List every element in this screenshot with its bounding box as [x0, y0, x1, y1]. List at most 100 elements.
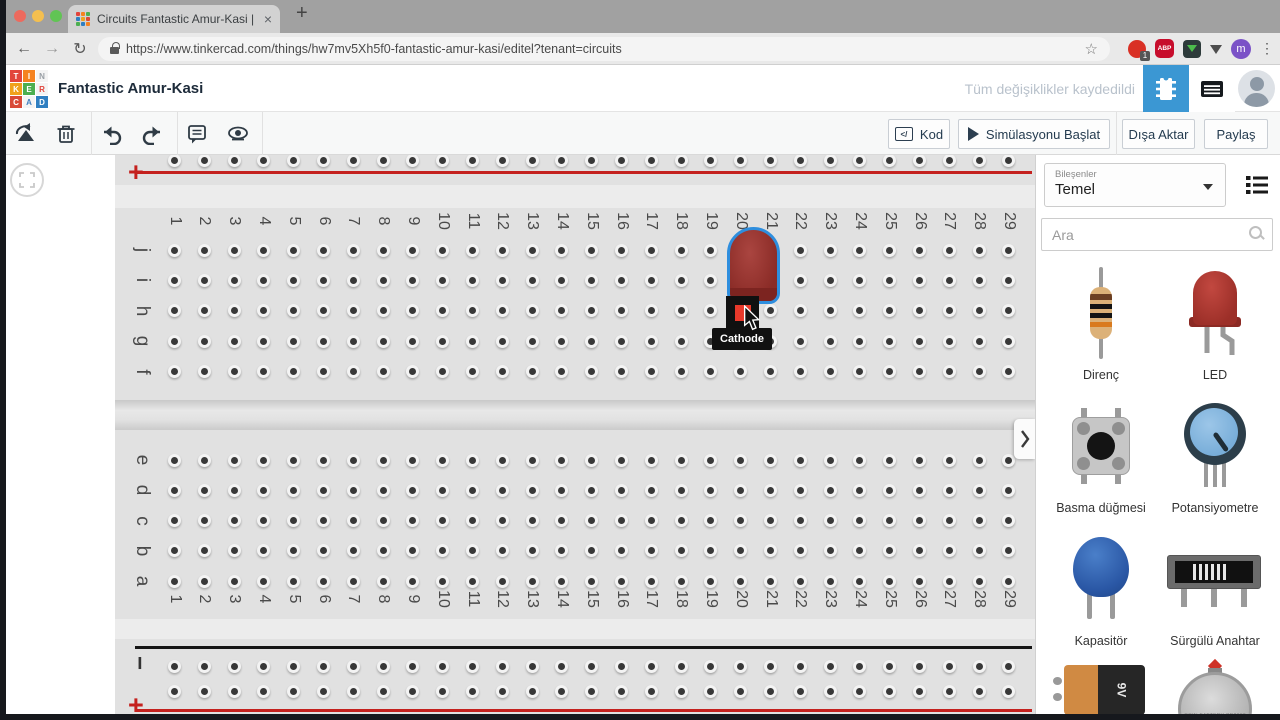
breadboard-hole[interactable]: [495, 453, 509, 467]
breadboard-hole[interactable]: [704, 304, 718, 318]
breadboard-hole[interactable]: [257, 544, 271, 558]
breadboard-hole[interactable]: [376, 273, 390, 287]
breadboard-hole[interactable]: [555, 483, 569, 497]
breadboard-hole[interactable]: [585, 514, 599, 528]
breadboard-hole[interactable]: [644, 514, 658, 528]
breadboard-hole[interactable]: [197, 544, 211, 558]
breadboard-hole[interactable]: [585, 365, 599, 379]
breadboard-hole[interactable]: [793, 243, 807, 257]
breadboard-hole[interactable]: [406, 155, 420, 167]
breadboard-hole[interactable]: [615, 365, 628, 379]
user-avatar[interactable]: [1238, 70, 1275, 107]
breadboard-hole[interactable]: [555, 273, 569, 287]
breadboard-hole[interactable]: [346, 155, 360, 167]
breadboard-hole[interactable]: [1002, 304, 1016, 318]
breadboard-hole[interactable]: [913, 514, 926, 528]
back-icon[interactable]: ←: [16, 39, 32, 57]
breadboard-hole[interactable]: [853, 273, 867, 287]
breadboard-hole[interactable]: [525, 483, 539, 497]
breadboard-hole[interactable]: [466, 514, 479, 528]
panel-collapse-handle[interactable]: [1014, 419, 1035, 459]
breadboard-hole[interactable]: [793, 304, 807, 318]
breadboard-hole[interactable]: [406, 574, 420, 588]
breadboard-hole[interactable]: [704, 243, 718, 257]
breadboard-hole[interactable]: [466, 659, 479, 673]
reload-icon[interactable]: ↻: [73, 40, 87, 58]
document-title[interactable]: Fantastic Amur-Kasi: [58, 80, 204, 97]
breadboard-hole[interactable]: [227, 514, 241, 528]
breadboard-hole[interactable]: [823, 453, 837, 467]
breadboard-hole[interactable]: [287, 155, 301, 167]
breadboard-hole[interactable]: [436, 574, 450, 588]
breadboard-hole[interactable]: [913, 304, 926, 318]
list-view-button[interactable]: [1189, 65, 1235, 112]
breadboard-hole[interactable]: [913, 155, 926, 167]
breadboard-hole[interactable]: [674, 574, 688, 588]
breadboard-hole[interactable]: [674, 483, 688, 497]
breadboard-hole[interactable]: [257, 155, 271, 167]
breadboard-hole[interactable]: [346, 334, 360, 348]
breadboard-hole[interactable]: [1002, 155, 1016, 167]
breadboard-hole[interactable]: [227, 574, 241, 588]
new-tab-button[interactable]: +: [296, 2, 308, 24]
breadboard-hole[interactable]: [525, 304, 539, 318]
breadboard-hole[interactable]: [674, 273, 688, 287]
breadboard-hole[interactable]: [227, 684, 241, 698]
breadboard-hole[interactable]: [674, 544, 688, 558]
breadboard-hole[interactable]: [823, 659, 837, 673]
breadboard-hole[interactable]: [1002, 365, 1016, 379]
breadboard-hole[interactable]: [585, 243, 599, 257]
breadboard-hole[interactable]: [942, 155, 956, 167]
breadboard-hole[interactable]: [406, 243, 420, 257]
breadboard-hole[interactable]: [495, 155, 509, 167]
breadboard-hole[interactable]: [168, 684, 181, 698]
breadboard-hole[interactable]: [466, 684, 479, 698]
breadboard-hole[interactable]: [942, 514, 956, 528]
breadboard-hole[interactable]: [644, 544, 658, 558]
breadboard-hole[interactable]: [376, 365, 390, 379]
breadboard-hole[interactable]: [674, 304, 688, 318]
breadboard-hole[interactable]: [406, 659, 420, 673]
breadboard-hole[interactable]: [734, 514, 748, 528]
breadboard-hole[interactable]: [436, 334, 450, 348]
breadboard-hole[interactable]: [913, 365, 926, 379]
breadboard-hole[interactable]: [317, 304, 330, 318]
breadboard-hole[interactable]: [644, 453, 658, 467]
breadboard-hole[interactable]: [615, 453, 628, 467]
breadboard-hole[interactable]: [913, 483, 926, 497]
breadboard-hole[interactable]: [793, 155, 807, 167]
component-slide-switch[interactable]: Sürgülü Anahtar: [1158, 524, 1272, 657]
breadboard-hole[interactable]: [764, 483, 777, 497]
breadboard-hole[interactable]: [823, 334, 837, 348]
breadboard-hole[interactable]: [615, 155, 628, 167]
led-cathode-terminal[interactable]: [726, 296, 759, 329]
breadboard-hole[interactable]: [257, 334, 271, 348]
breadboard-hole[interactable]: [585, 544, 599, 558]
browser-menu-icon[interactable]: ⋮: [1260, 40, 1274, 56]
breadboard-hole[interactable]: [525, 544, 539, 558]
zoom-to-fit-button[interactable]: [10, 163, 44, 197]
breadboard-hole[interactable]: [346, 659, 360, 673]
breadboard-hole[interactable]: [883, 273, 897, 287]
breadboard-hole[interactable]: [823, 155, 837, 167]
breadboard-hole[interactable]: [555, 544, 569, 558]
breadboard-hole[interactable]: [495, 365, 509, 379]
breadboard-hole[interactable]: [823, 684, 837, 698]
breadboard-hole[interactable]: [466, 243, 479, 257]
breadboard-hole[interactable]: [555, 334, 569, 348]
breadboard-hole[interactable]: [764, 684, 777, 698]
code-button[interactable]: </ Kod: [888, 119, 950, 149]
breadboard-hole[interactable]: [525, 273, 539, 287]
breadboard-hole[interactable]: [704, 574, 718, 588]
breadboard-hole[interactable]: [883, 365, 897, 379]
breadboard-hole[interactable]: [287, 544, 301, 558]
breadboard-hole[interactable]: [674, 453, 688, 467]
breadboard-hole[interactable]: [317, 155, 330, 167]
breadboard-hole[interactable]: [913, 544, 926, 558]
breadboard-hole[interactable]: [883, 483, 897, 497]
breadboard-hole[interactable]: [287, 659, 301, 673]
breadboard-hole[interactable]: [168, 365, 181, 379]
breadboard-hole[interactable]: [704, 514, 718, 528]
breadboard-hole[interactable]: [615, 544, 628, 558]
breadboard-hole[interactable]: [227, 334, 241, 348]
